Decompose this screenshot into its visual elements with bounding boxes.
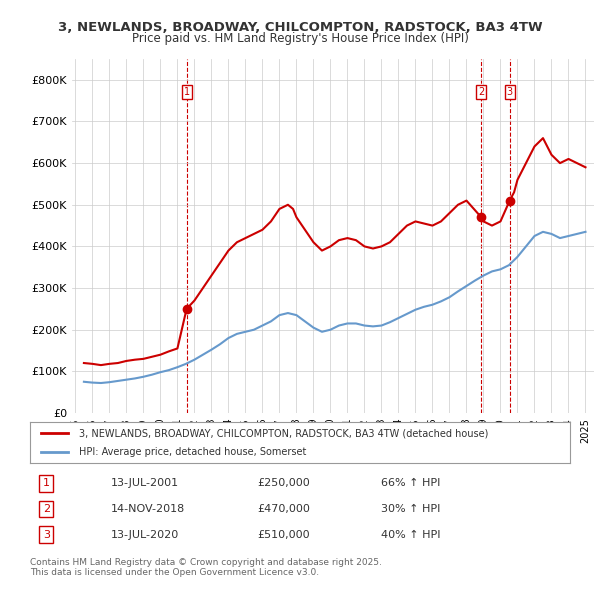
Text: 3: 3: [506, 87, 513, 97]
Text: HPI: Average price, detached house, Somerset: HPI: Average price, detached house, Some…: [79, 447, 306, 457]
Text: 3, NEWLANDS, BROADWAY, CHILCOMPTON, RADSTOCK, BA3 4TW (detached house): 3, NEWLANDS, BROADWAY, CHILCOMPTON, RADS…: [79, 428, 488, 438]
Text: 13-JUL-2001: 13-JUL-2001: [111, 478, 179, 488]
Text: 3, NEWLANDS, BROADWAY, CHILCOMPTON, RADSTOCK, BA3 4TW: 3, NEWLANDS, BROADWAY, CHILCOMPTON, RADS…: [58, 21, 542, 34]
Text: 3: 3: [43, 530, 50, 539]
Text: 30% ↑ HPI: 30% ↑ HPI: [381, 504, 440, 514]
Text: 2: 2: [43, 504, 50, 514]
Text: Price paid vs. HM Land Registry's House Price Index (HPI): Price paid vs. HM Land Registry's House …: [131, 32, 469, 45]
Text: 40% ↑ HPI: 40% ↑ HPI: [381, 530, 440, 539]
Text: Contains HM Land Registry data © Crown copyright and database right 2025.
This d: Contains HM Land Registry data © Crown c…: [30, 558, 382, 577]
Text: 1: 1: [43, 478, 50, 488]
Text: £510,000: £510,000: [257, 530, 310, 539]
Text: £470,000: £470,000: [257, 504, 310, 514]
Text: 1: 1: [184, 87, 190, 97]
Text: 66% ↑ HPI: 66% ↑ HPI: [381, 478, 440, 488]
Text: 2: 2: [478, 87, 484, 97]
Text: 13-JUL-2020: 13-JUL-2020: [111, 530, 179, 539]
Text: 14-NOV-2018: 14-NOV-2018: [111, 504, 185, 514]
Text: £250,000: £250,000: [257, 478, 310, 488]
